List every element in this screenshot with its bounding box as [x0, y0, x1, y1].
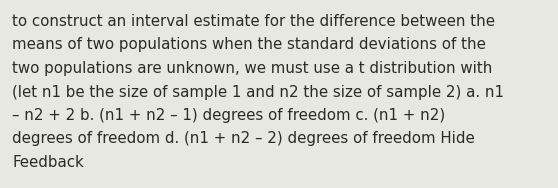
Text: to construct an interval estimate for the difference between the: to construct an interval estimate for th… [12, 14, 495, 29]
Text: Feedback: Feedback [12, 155, 84, 170]
Text: (let n1 be the size of sample 1 and n2 the size of sample 2) a. n1: (let n1 be the size of sample 1 and n2 t… [12, 84, 504, 99]
Text: means of two populations when the standard deviations of the: means of two populations when the standa… [12, 37, 486, 52]
Text: – n2 + 2 b. (n1 + n2 – 1) degrees of freedom c. (n1 + n2): – n2 + 2 b. (n1 + n2 – 1) degrees of fre… [12, 108, 445, 123]
Text: degrees of freedom d. (n1 + n2 – 2) degrees of freedom Hide: degrees of freedom d. (n1 + n2 – 2) degr… [12, 131, 475, 146]
Text: two populations are unknown, we must use a t distribution with: two populations are unknown, we must use… [12, 61, 492, 76]
